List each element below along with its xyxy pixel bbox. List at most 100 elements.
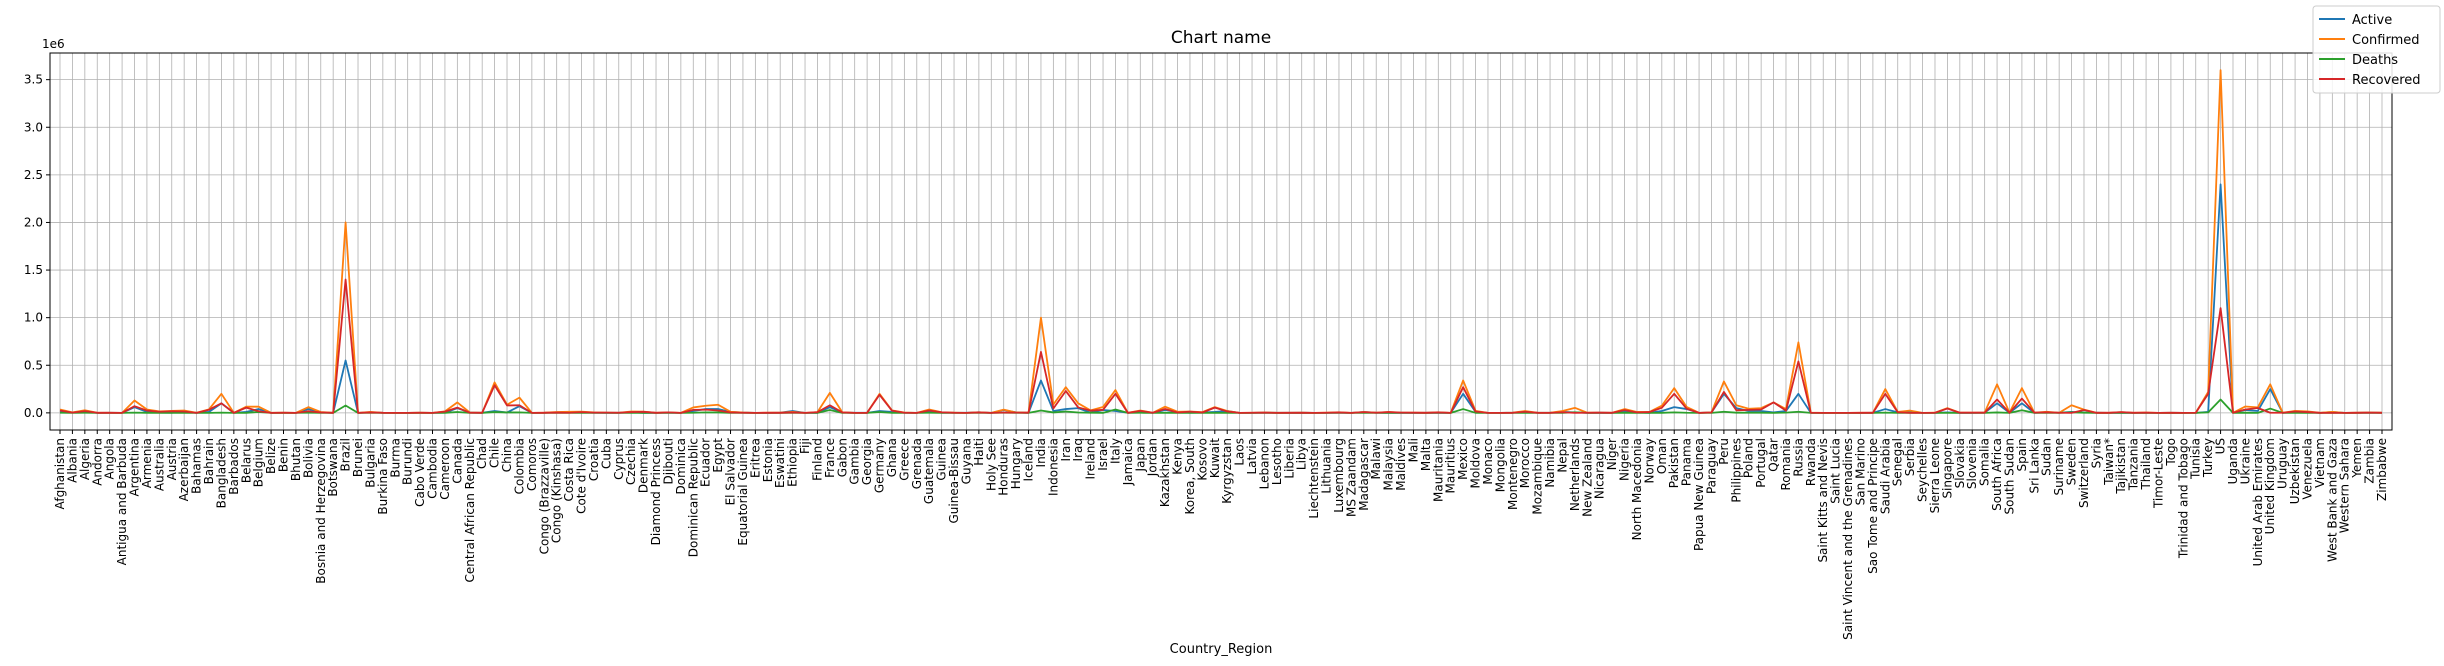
x-tick-label: Zambia [2363,438,2377,484]
horizontal-gridlines [50,79,2392,414]
x-tick-label: Australia [152,438,166,491]
x-tick-label: Namibia [1543,438,1557,488]
x-tick-label: Sao Tome and Principe [1866,438,1880,574]
x-tick-label: Bahrain [202,438,216,484]
x-tick-label: El Salvador [724,438,738,505]
x-tick-label: Kenya [1171,438,1185,475]
x-tick-label: Angola [103,438,117,479]
x-tick-label: Turkey [2201,438,2215,478]
x-tick-label: Tunisia [2189,438,2203,480]
x-tick-label: Luxembourg [1332,438,1346,513]
x-tick-label: Ireland [1084,438,1098,480]
x-tick-label: Oman [1655,438,1669,474]
x-tick-label: Spain [2015,438,2029,472]
x-tick-label: Ethiopia [786,438,800,487]
x-tick-label: Cote d'Ivoire [575,438,589,514]
x-tick-label: Finland [810,438,824,481]
x-tick-label: Brazil [339,438,353,472]
vertical-gridlines [59,53,2383,430]
x-tick-label: Serbia [1903,438,1917,476]
x-tick-label: Belarus [239,438,253,483]
x-tick-label: Pakistan [1667,438,1681,488]
x-tick-label: Zimbabwe [2375,438,2389,501]
x-tick-label: Jordan [1146,438,1160,477]
legend-label-confirmed: Confirmed [2352,33,2420,48]
x-tick-label: Liechtenstein [1307,438,1321,519]
x-tick-label: Madagascar [1357,438,1371,511]
x-tick-label: Grenada [910,438,924,489]
x-tick-label: Yemen [2350,438,2364,479]
series-line-recovered [59,278,2383,414]
x-tick-label: Portugal [1754,438,1768,488]
x-tick-label: Tajikistan [2114,438,2128,495]
x-tick-label: Norway [1642,438,1656,484]
x-tick-label: Trinidad and Tobago [2176,438,2190,559]
x-tick-label: Malaysia [1382,438,1396,490]
x-tick-label: Sri Lanka [2027,438,2041,493]
x-tick-label: Netherlands [1568,438,1582,511]
x-tick-label: China [500,438,514,472]
x-tick-label: Bangladesh [214,438,228,508]
x-tick-label: Ukraine [2238,438,2252,484]
x-axis-label: Country_Region [1170,642,1273,657]
x-tick-label: Saudi Arabia [1878,438,1892,514]
x-tick-label: Austria [165,438,179,480]
x-tick-label: Mali [1406,438,1420,462]
x-tick-label: Dominica [674,438,688,495]
x-tick-label: Slovenia [1965,438,1979,489]
x-tick-label: Philippines [1729,438,1743,503]
x-tick-label: Kyrgyzstan [1220,438,1234,504]
x-tick-label: Canada [450,438,464,484]
x-tick-label: Comoros [525,438,539,491]
x-tick-label: Belgium [252,438,266,487]
x-tick-label: Guyana [959,438,973,484]
x-tick-label: Barbados [227,438,241,495]
x-tick-label: Guinea-Bissau [947,438,961,524]
x-tick-label: Kosovo [1195,438,1209,481]
x-tick-label: Niger [1605,438,1619,470]
x-tick-label: Saint Vincent and the Grenadines [1841,438,1855,640]
x-tick-label: Denmark [637,438,651,493]
x-tick-label: Bahamas [190,438,204,494]
x-tick-label: Guatemala [922,438,936,504]
x-tick-label: Nepal [1555,438,1569,473]
x-tick-label: Chad [475,438,489,469]
legend-label-deaths: Deaths [2352,53,2398,68]
x-tick-label: Kuwait [1208,438,1222,478]
legend-label-recovered: Recovered [2352,73,2421,88]
x-tick-label: South Africa [1990,438,2004,511]
x-tick-label: Peru [1717,438,1731,465]
y-offset-label: 1e6 [42,37,65,51]
x-tick-label: Rwanda [1804,438,1818,486]
y-tick-label: 1.0 [24,311,43,325]
x-tick-label: Mongolia [1493,438,1507,492]
x-tick-label: Saint Lucia [1829,438,1843,504]
x-tick-label: Moldova [1469,438,1483,488]
y-tick-label: 0.5 [24,358,43,372]
x-tick-label: Burkina Faso [376,438,390,515]
x-tick-label: Switzerland [2077,438,2091,508]
x-tick-label: Estonia [761,438,775,482]
y-tick-label: 0.0 [24,406,43,420]
x-tick-label: Sierra Leone [1928,438,1942,513]
x-tick-label: South Sudan [2002,438,2016,515]
x-tick-label: Mauritania [1431,438,1445,502]
x-tick-label: Chile [488,438,502,468]
x-tick-label: India [1034,438,1048,467]
x-tick-label: Iceland [1022,438,1036,481]
x-tick-label: Laos [1233,438,1247,466]
x-tick-label: Botswana [326,438,340,497]
y-tick-label: 3.5 [24,73,43,87]
x-tick-label: Uganda [2226,438,2240,484]
x-tick-label: Senegal [1891,438,1905,486]
x-tick-label: Honduras [997,438,1011,496]
x-tick-label: Montenegro [1506,438,1520,510]
x-tick-label: Congo (Kinshasa) [550,438,564,543]
x-tick-label: Latvia [1245,438,1259,475]
x-tick-label: Malta [1419,438,1433,471]
x-tick-label: Guinea [935,438,949,481]
x-tick-label: Croatia [587,438,601,481]
x-tick-label: Czechia [624,438,638,485]
series-lines [59,69,2383,414]
